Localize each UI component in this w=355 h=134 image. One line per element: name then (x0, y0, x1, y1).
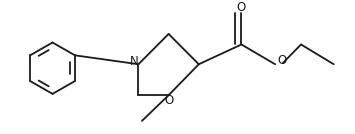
Text: N: N (130, 55, 138, 68)
Text: O: O (237, 1, 246, 14)
Text: O: O (164, 94, 173, 107)
Text: O: O (277, 54, 286, 67)
